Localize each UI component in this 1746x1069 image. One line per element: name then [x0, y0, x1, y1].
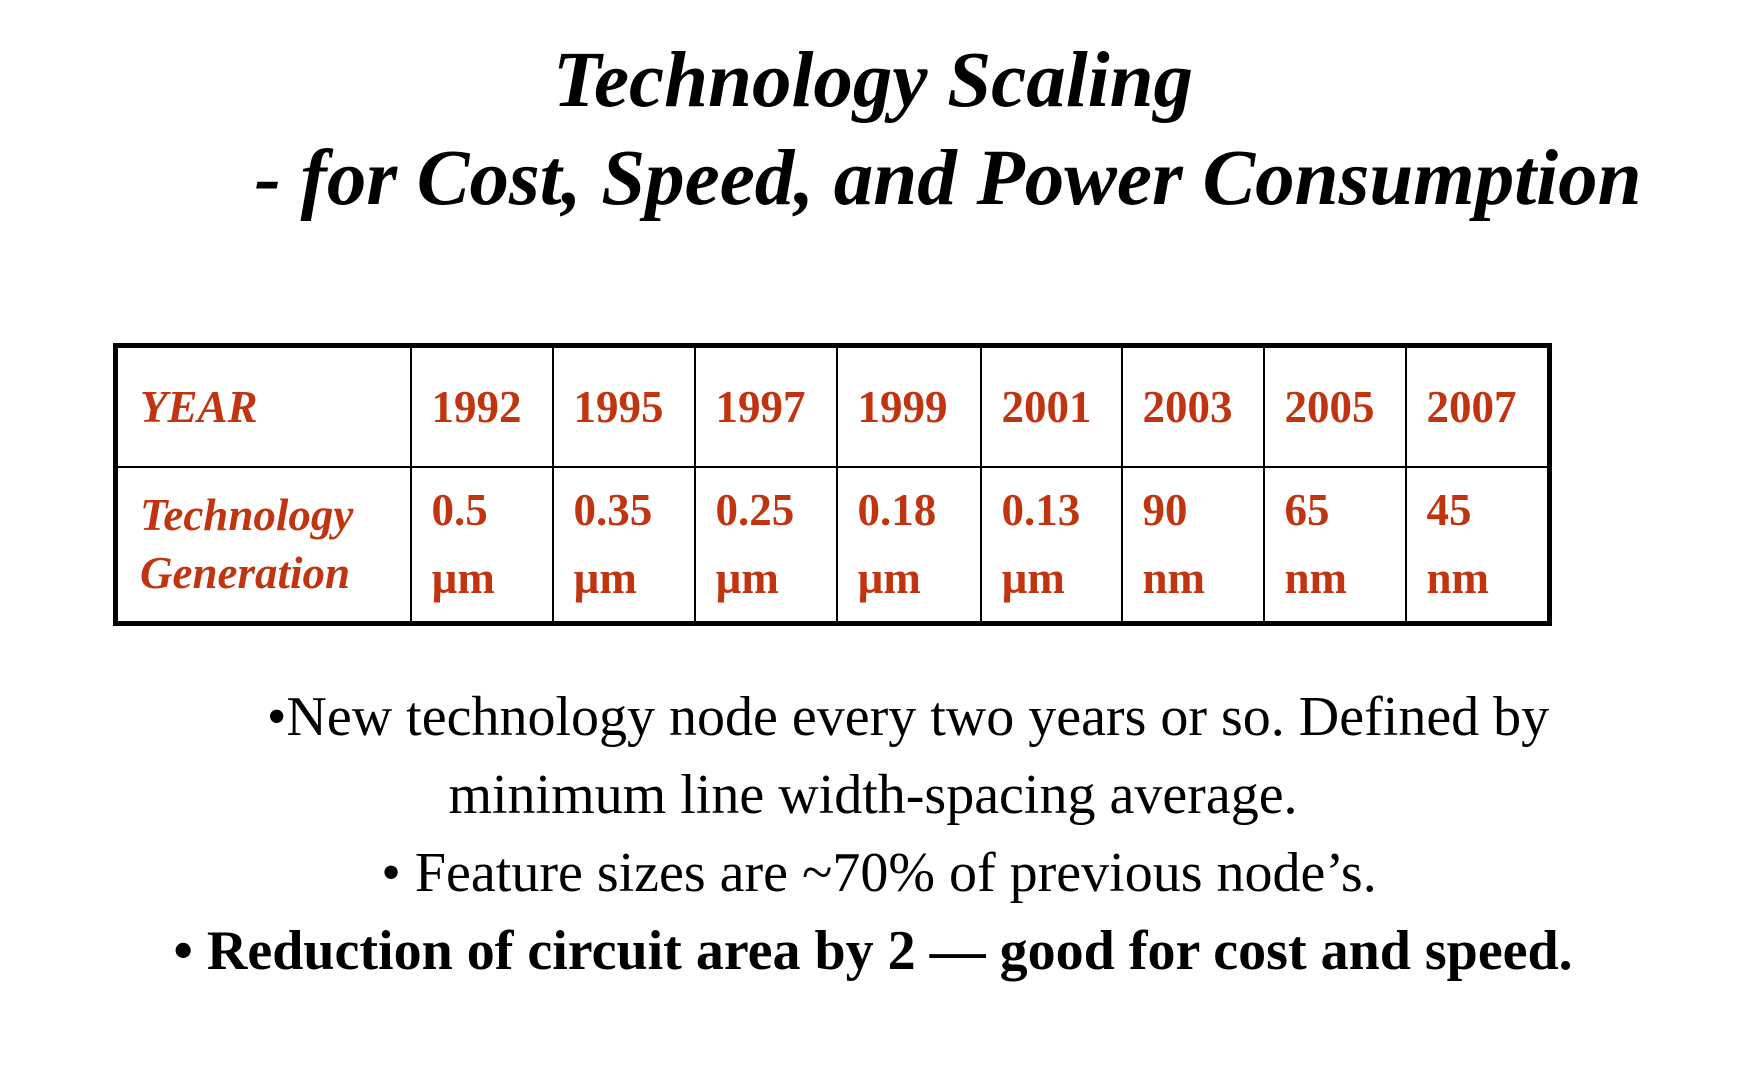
- generation-header-line-2: Generation: [140, 548, 351, 599]
- title-line-2: - for Cost, Speed, and Power Consumption: [254, 135, 1642, 222]
- generation-unit: nm: [1426, 553, 1490, 604]
- generation-unit: µm: [573, 553, 637, 604]
- generation-value: 0.25: [715, 485, 795, 536]
- generation-cell: 0.35 µm: [551, 465, 696, 625]
- year-cell: 1992: [409, 344, 554, 468]
- generation-value: 45: [1426, 485, 1472, 536]
- year-cell: 1997: [693, 344, 838, 468]
- generation-unit: nm: [1142, 553, 1206, 604]
- generation-value: 0.35: [573, 485, 653, 536]
- year-cell: 2003: [1120, 344, 1265, 468]
- bullet-1-line-2: minimum line width-spacing average.: [448, 764, 1298, 826]
- year-header-cell: YEAR: [114, 344, 412, 468]
- title-line-1: Technology Scaling: [552, 37, 1194, 124]
- bullet-list: •New technology node every two years or …: [0, 678, 1746, 990]
- year-cell: 1995: [551, 344, 696, 468]
- table-row-generation: Technology Generation 0.5 µm 0.35 µm 0.2…: [114, 465, 1551, 625]
- generation-value: 0.13: [1001, 485, 1081, 536]
- generation-cell: 0.18 µm: [835, 465, 982, 625]
- bullet-3: • Reduction of circuit area by 2 — good …: [173, 920, 1573, 982]
- generation-unit: µm: [1001, 553, 1065, 604]
- bullet-2: • Feature sizes are ~70% of previous nod…: [381, 842, 1377, 904]
- generation-unit: nm: [1284, 553, 1348, 604]
- table-row-year: YEAR 1992 1995 1997 1999 2001 2003 2005 …: [114, 344, 1551, 468]
- generation-unit: µm: [857, 553, 921, 604]
- generation-value: 90: [1142, 485, 1188, 536]
- generation-header-line-1: Technology: [140, 490, 354, 541]
- generation-unit: µm: [431, 553, 495, 604]
- generation-value: 0.5: [431, 485, 488, 536]
- technology-table: YEAR 1992 1995 1997 1999 2001 2003 2005 …: [113, 343, 1552, 626]
- slide-title: Technology Scaling - for Cost, Speed, an…: [0, 32, 1746, 228]
- generation-value: 0.18: [857, 485, 937, 536]
- generation-header-cell: Technology Generation: [114, 465, 412, 625]
- year-cell: 2007: [1404, 344, 1551, 468]
- generation-unit: µm: [715, 553, 779, 604]
- generation-cell: 45 nm: [1404, 465, 1551, 625]
- generation-cell: 0.25 µm: [693, 465, 838, 625]
- generation-cell: 0.5 µm: [409, 465, 554, 625]
- year-cell: 2005: [1262, 344, 1407, 468]
- year-cell: 2001: [979, 344, 1123, 468]
- generation-cell: 65 nm: [1262, 465, 1407, 625]
- year-cell: 1999: [835, 344, 982, 468]
- generation-cell: 0.13 µm: [979, 465, 1123, 625]
- generation-value: 65: [1284, 485, 1330, 536]
- generation-cell: 90 nm: [1120, 465, 1265, 625]
- bullet-1-line-1: •New technology node every two years or …: [266, 686, 1550, 748]
